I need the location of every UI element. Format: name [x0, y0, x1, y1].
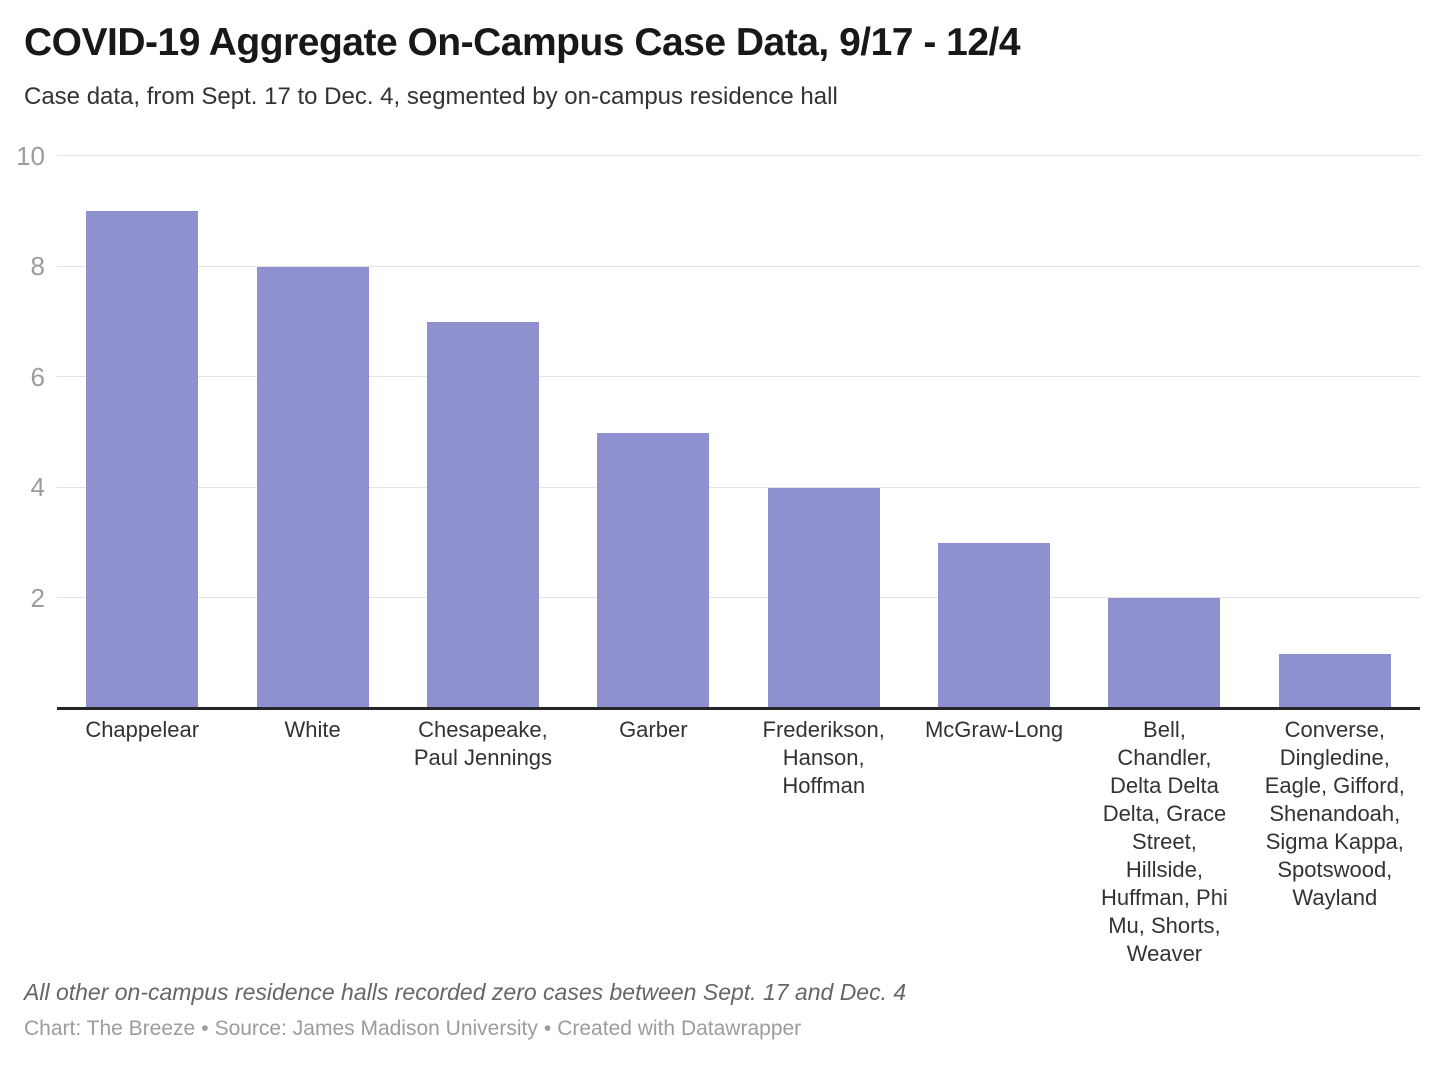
bar-column	[909, 156, 1079, 709]
x-category-label: Chesapeake, Paul Jennings	[413, 717, 553, 770]
bar-converse	[1278, 653, 1391, 709]
chart-credit: Chart: The Breeze	[24, 1017, 196, 1040]
gridline-y-10: 10	[16, 143, 1420, 169]
x-category-label: White	[284, 717, 341, 742]
x-category-label: Converse, Dingledine, Eagle, Gifford, Sh…	[1264, 717, 1405, 910]
bar-column	[739, 156, 909, 709]
x-category-label: Chappelear	[85, 717, 200, 742]
x-category-label: Frederikson, Hanson, Hoffman	[762, 717, 885, 798]
x-category-label: McGraw-Long	[924, 717, 1064, 742]
attribution-line: Chart: The Breeze • Source: James Madison …	[24, 1016, 1420, 1042]
plot-area: 10 8 6 4 2	[16, 143, 1420, 710]
bar-column	[227, 156, 397, 709]
x-axis-line	[57, 707, 1420, 710]
y-tick-label: 2	[30, 582, 45, 613]
gridline-y-4: 4	[31, 474, 1420, 500]
page-title: COVID-19 Aggregate On-Campus Case Data, …	[24, 21, 1021, 64]
y-tick-label: 6	[30, 361, 45, 392]
bar-column	[1250, 156, 1420, 709]
bar-bell	[1108, 598, 1221, 709]
footnote: All other on-campus residence halls reco…	[24, 979, 907, 1005]
bar-white	[256, 266, 369, 709]
bar-frederikson	[767, 487, 880, 709]
bar-column	[568, 156, 738, 709]
bar-mcgraw-long	[938, 543, 1051, 709]
bar-chesapeake	[426, 321, 539, 709]
separator-dot: •	[201, 1017, 209, 1040]
bars-container	[57, 156, 1420, 709]
gridline-y-8: 8	[31, 253, 1420, 279]
x-category-label: Bell, Chandler, Delta Delta Delta, Grace…	[1101, 717, 1228, 966]
gridline-y-2: 2	[31, 585, 1420, 611]
y-tick-label: 10	[16, 140, 45, 171]
bar-chappelear	[86, 211, 199, 709]
datawrapper-credit-link[interactable]: Created with Datawrapper	[557, 1017, 802, 1040]
bar-column	[57, 156, 227, 709]
chart-subtitle: Case data, from Sept. 17 to Dec. 4, segm…	[24, 83, 838, 110]
x-axis-labels: Chappelear White Chesapeake, Paul Jennings…	[57, 716, 1420, 968]
bar-column	[1079, 156, 1249, 709]
y-tick-label: 4	[30, 472, 45, 503]
chart-footer: All other on-campus residence halls reco…	[24, 978, 1420, 1042]
gridline-y-6: 6	[31, 364, 1420, 390]
bar-garber	[597, 432, 710, 709]
chart-header: COVID-19 Aggregate On-Campus Case Data, …	[24, 20, 1420, 112]
source-credit: Source: James Madison University	[214, 1017, 538, 1040]
bar-column	[398, 156, 568, 709]
separator-dot: •	[543, 1017, 552, 1040]
y-tick-label: 8	[30, 251, 45, 282]
x-category-label: Garber	[619, 717, 688, 742]
